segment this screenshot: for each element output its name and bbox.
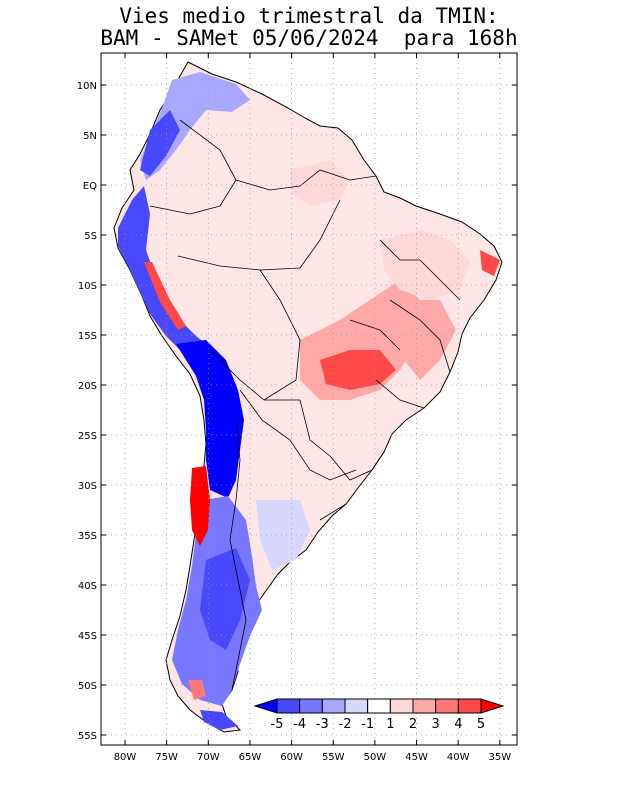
lat-tick-label: EQ: [83, 181, 97, 192]
lon-tick-label: 60W: [280, 752, 303, 763]
south-america-landmass: [113, 61, 503, 733]
lat-tick-label: 25S: [78, 431, 97, 442]
negative-bias-pampas: [256, 500, 310, 570]
negative-bias-andes-central: [176, 340, 244, 498]
positive-bias-peru-strip: [144, 262, 186, 330]
map-title-line2: BAM - SAMet 05/06/2024 para 168h: [100, 26, 518, 50]
lat-tick-label: 30S: [78, 481, 97, 492]
colorbar-label: 3: [432, 717, 440, 732]
lon-tick-label: 40W: [447, 752, 470, 763]
colorbar-segment: [457, 698, 482, 714]
lat-tick-label: 20S: [78, 381, 97, 392]
lat-tick-label: 50S: [78, 681, 97, 692]
lat-tick-label: 10N: [77, 81, 97, 92]
colorbar-label: -3: [316, 717, 329, 732]
lat-tick-label: 55S: [78, 731, 97, 742]
positive-bias-central-brazil-core: [320, 350, 396, 390]
colorbar-label: 2: [409, 717, 417, 732]
colorbar-label: 1: [386, 717, 394, 732]
positive-bias-east-brazil: [400, 300, 456, 380]
colorbar-label: -4: [293, 717, 306, 732]
lon-tick-label: 80W: [114, 752, 137, 763]
colorbar-label: -1: [361, 717, 374, 732]
colorbar-label: 5: [477, 717, 485, 732]
colorbar-segment: [367, 698, 391, 714]
lat-tick-label: 40S: [78, 581, 97, 592]
positive-bias-chile-central: [190, 466, 210, 546]
negative-bias-ecuador-peru: [118, 186, 226, 366]
negative-bias-patagonia-core: [200, 548, 250, 650]
lon-tick-label: 50W: [364, 752, 387, 763]
lat-tick-label: 10S: [78, 281, 97, 292]
colorbar-segment: [321, 698, 346, 714]
colorbar-segment: [412, 698, 437, 714]
lon-tick-label: 75W: [155, 752, 178, 763]
lat-tick-label: 5S: [84, 231, 97, 242]
map-title-line1: Vies medio trimestral da TMIN:: [119, 4, 499, 28]
negative-bias-colombia: [140, 110, 180, 176]
colorbar-segment: [299, 698, 323, 714]
lon-tick-label: 35W: [489, 752, 512, 763]
lat-tick-label: 15S: [78, 331, 97, 342]
lon-tick-label: 70W: [197, 752, 220, 763]
colorbar-label: 4: [454, 717, 462, 732]
map-plot-area: [101, 53, 517, 745]
negative-bias-tierra-del-fuego: [200, 710, 238, 730]
lon-tick-label: 65W: [239, 752, 262, 763]
lon-tick-label: 55W: [322, 752, 345, 763]
lat-tick-label: 45S: [78, 631, 97, 642]
lat-tick-label: 35S: [78, 531, 97, 542]
colorbar-segment: [276, 698, 301, 714]
colorbar-label: -5: [271, 717, 284, 732]
graticule: [101, 53, 517, 745]
country-boundaries: [149, 119, 461, 691]
positive-bias-rn: [480, 250, 500, 276]
colorbar-segment: [435, 698, 459, 714]
positive-bias-amazon-north: [290, 160, 350, 206]
colorbar-segment: [389, 698, 414, 714]
colorbar-segment: [344, 698, 369, 714]
axis-ticks: 80W 75W 70W 65W 60W 55W 50W 45W 40W 35W 10N 5N EQ 5S 1…: [77, 53, 517, 763]
lon-tick-label: 45W: [405, 752, 428, 763]
colorbar: -5 -4 -3 -2 -1 1 2 3 4 5: [253, 698, 505, 732]
lat-tick-label: 5N: [83, 131, 97, 142]
colorbar-arrow-right: [480, 698, 505, 714]
colorbar-arrow-left: [253, 698, 278, 714]
map-frame: [100, 52, 518, 746]
colorbar-label: -2: [339, 717, 352, 732]
